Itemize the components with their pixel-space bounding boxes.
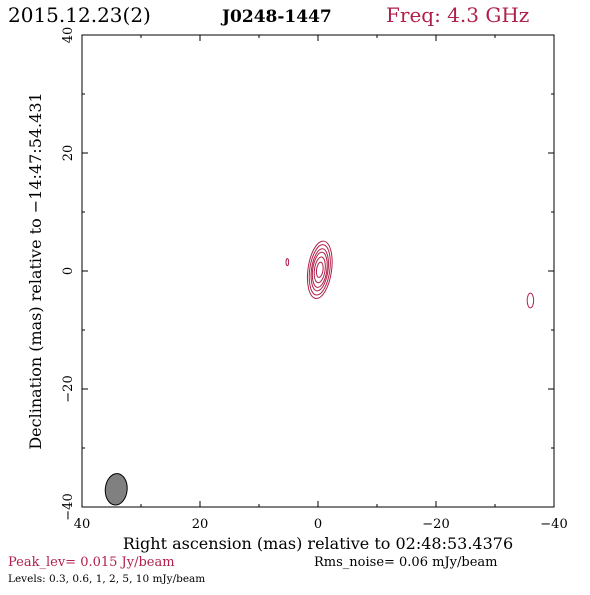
contour-ring	[306, 240, 333, 299]
y-tick-label: 20	[61, 145, 76, 162]
frequency-label: Freq: 4.3 GHz	[386, 3, 529, 27]
contour-levels: Levels: 0.3, 0.6, 1, 2, 5, 10 mJy/beam	[8, 573, 205, 585]
observation-date: 2015.12.23(2)	[8, 3, 151, 27]
contour-ring	[285, 258, 290, 267]
x-tick-label: −20	[422, 517, 449, 532]
y-tick-label: −40	[61, 493, 76, 520]
beam-ellipse	[104, 473, 128, 506]
x-tick-label: 40	[74, 517, 91, 532]
contour-ring	[310, 248, 329, 292]
x-tick-label: −40	[540, 517, 567, 532]
y-tick-label: −20	[61, 375, 76, 402]
rms-noise: Rms_noise= 0.06 mJy/beam	[314, 555, 497, 570]
contour-ring	[311, 251, 328, 288]
contour-ring	[313, 256, 326, 284]
contour-ring	[526, 292, 535, 309]
y-axis-label: Declination (mas) relative to −14:47:54.…	[26, 92, 45, 449]
x-tick-label: 20	[192, 517, 209, 532]
y-tick-label: 40	[61, 27, 76, 44]
contour-ring	[315, 261, 324, 278]
x-tick-label: 0	[314, 517, 322, 532]
y-tick-label: 0	[61, 267, 76, 275]
source-name: J0248-1447	[220, 7, 332, 27]
contour-ring	[308, 244, 331, 296]
peak-level: Peak_lev= 0.015 Jy/beam	[8, 555, 175, 570]
x-axis-label: Right ascension (mas) relative to 02:48:…	[123, 534, 513, 553]
plot-frame	[81, 34, 555, 508]
